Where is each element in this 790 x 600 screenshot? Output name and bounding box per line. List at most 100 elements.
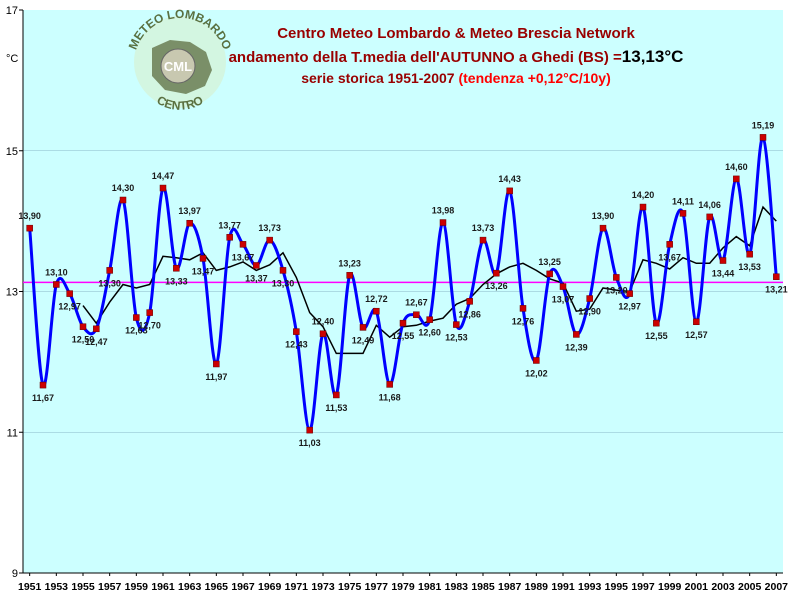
data-point bbox=[746, 250, 753, 258]
data-label: 13,67 bbox=[658, 252, 681, 262]
data-point bbox=[359, 324, 367, 331]
x-tick-label: 2001 bbox=[685, 581, 709, 593]
data-point bbox=[506, 187, 513, 195]
data-label: 13,30 bbox=[98, 278, 121, 288]
y-ticks: 9 11 13 15 17 bbox=[6, 5, 23, 580]
title-line-2-text: andamento della T.media dell'AUTUNNO a G… bbox=[229, 49, 622, 66]
x-tick-label: 1985 bbox=[471, 581, 495, 593]
data-label: 12,43 bbox=[285, 340, 308, 350]
data-point bbox=[279, 267, 287, 274]
data-label: 12,57 bbox=[685, 330, 708, 340]
data-point bbox=[639, 203, 647, 211]
data-label: 13,47 bbox=[192, 266, 215, 276]
title-line-3: serie storica 1951-2007 (tendenza +0,12°… bbox=[301, 70, 611, 86]
data-label: 12,02 bbox=[525, 368, 548, 378]
data-point bbox=[306, 426, 313, 434]
data-point bbox=[479, 236, 487, 244]
data-label: 12,60 bbox=[418, 328, 441, 338]
x-tick-label: 1957 bbox=[98, 581, 122, 593]
data-point bbox=[773, 273, 780, 280]
data-label: 14,20 bbox=[632, 190, 655, 200]
data-point bbox=[346, 272, 353, 279]
title-line-3-text: serie storica 1951-2007 bbox=[301, 70, 458, 86]
title-mean-value: 13,13°C bbox=[622, 47, 684, 66]
data-label: 12,70 bbox=[138, 321, 161, 331]
data-label: 13,67 bbox=[232, 252, 255, 262]
x-tick-label: 1959 bbox=[125, 581, 149, 593]
data-point bbox=[119, 196, 127, 204]
data-point bbox=[613, 274, 620, 281]
data-point bbox=[133, 314, 140, 321]
title-line-1: Centro Meteo Lombardo & Meteo Brescia Ne… bbox=[277, 25, 635, 42]
x-tick-label: 2007 bbox=[765, 581, 789, 593]
x-tick-label: 1961 bbox=[151, 581, 175, 593]
data-point bbox=[759, 134, 767, 141]
x-tick-label: 2003 bbox=[711, 581, 735, 593]
data-label: 11,68 bbox=[379, 392, 401, 402]
data-label: 13,44 bbox=[712, 269, 735, 279]
data-label: 13,25 bbox=[538, 257, 561, 267]
data-point bbox=[333, 391, 340, 399]
data-point bbox=[253, 262, 260, 269]
data-point bbox=[39, 381, 47, 389]
x-tick-label: 1963 bbox=[178, 581, 202, 593]
data-point bbox=[546, 270, 553, 278]
y-tick-label: 11 bbox=[7, 427, 18, 439]
data-point bbox=[146, 309, 153, 316]
grid bbox=[23, 150, 783, 433]
data-point bbox=[186, 219, 193, 227]
data-point bbox=[199, 255, 207, 262]
data-label: 13,20 bbox=[605, 285, 628, 295]
data-point bbox=[586, 295, 593, 302]
data-label: 13,07 bbox=[552, 295, 575, 305]
data-label: 13,21 bbox=[765, 285, 788, 295]
x-tick-label: 1971 bbox=[285, 581, 309, 593]
x-tick-label: 1983 bbox=[445, 581, 469, 593]
data-label: 12,55 bbox=[392, 331, 415, 341]
data-point bbox=[79, 323, 87, 330]
data-point bbox=[693, 318, 700, 326]
data-point bbox=[239, 241, 247, 248]
x-ticks: 1951 1953 1955 1957 1959 1961 1963 1965 1967 1969… bbox=[18, 573, 788, 593]
x-tick-label: 1999 bbox=[658, 581, 682, 593]
x-tick-label: 1953 bbox=[45, 581, 69, 593]
data-point bbox=[599, 224, 607, 232]
y-tick-label: 17 bbox=[6, 5, 18, 17]
data-label: 11,67 bbox=[32, 393, 54, 403]
data-label: 12,86 bbox=[458, 309, 481, 319]
data-point bbox=[266, 236, 273, 244]
x-tick-label: 1973 bbox=[311, 581, 335, 593]
data-point bbox=[559, 283, 567, 290]
data-point bbox=[653, 319, 660, 327]
data-label: 12,40 bbox=[312, 317, 335, 327]
data-point bbox=[626, 290, 633, 297]
x-tick-label: 1951 bbox=[18, 581, 42, 593]
data-label: 12,50 bbox=[72, 335, 95, 345]
data-label: 12,49 bbox=[352, 335, 375, 345]
data-point bbox=[519, 305, 527, 312]
y-axis-label: °C bbox=[6, 53, 18, 65]
data-label: 13,10 bbox=[45, 267, 68, 277]
data-label: 13,26 bbox=[485, 281, 508, 291]
data-label: 14,47 bbox=[152, 171, 175, 181]
x-tick-label: 1965 bbox=[205, 581, 229, 593]
x-tick-label: 1993 bbox=[578, 581, 602, 593]
x-tick-label: 1981 bbox=[418, 581, 442, 593]
x-tick-label: 1989 bbox=[525, 581, 549, 593]
data-label: 12,76 bbox=[512, 316, 535, 326]
data-point bbox=[173, 265, 180, 272]
x-tick-label: 1987 bbox=[498, 581, 522, 593]
data-label: 12,72 bbox=[365, 294, 388, 304]
data-point bbox=[679, 210, 687, 217]
x-tick-label: 1995 bbox=[605, 581, 629, 593]
data-label: 12,39 bbox=[565, 342, 588, 352]
data-point bbox=[466, 298, 473, 305]
data-label: 12,55 bbox=[645, 331, 668, 341]
data-point bbox=[373, 307, 380, 315]
data-label: 15,19 bbox=[752, 120, 775, 130]
data-point bbox=[439, 219, 447, 226]
data-point bbox=[213, 360, 220, 368]
data-label: 14,06 bbox=[698, 200, 721, 210]
data-point bbox=[426, 316, 433, 323]
